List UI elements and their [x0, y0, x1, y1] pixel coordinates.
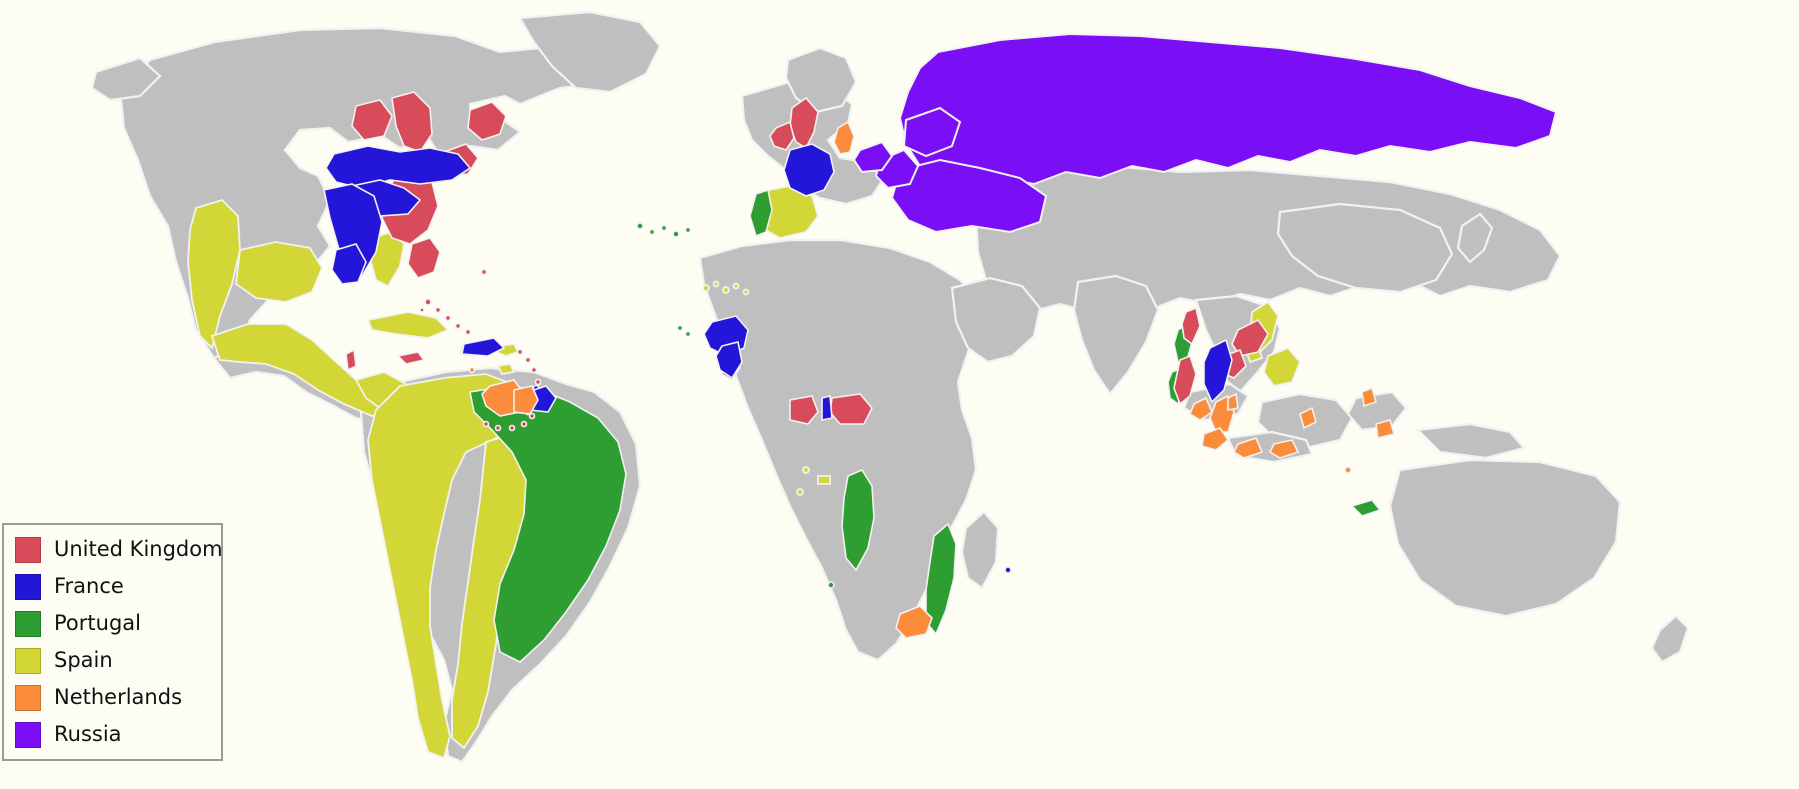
legend-swatch-spain	[15, 647, 41, 674]
legend-label-france: France	[54, 574, 124, 598]
legend-label-spain: Spain	[54, 648, 113, 672]
uk-rupertsland-coast	[391, 91, 433, 153]
legend-swatch-russia	[15, 721, 41, 748]
legend-label-portugal: Portugal	[54, 611, 141, 635]
spain-guinea-island	[796, 488, 804, 496]
portugal-timor	[1350, 499, 1382, 517]
netherlands-java-east	[1268, 439, 1300, 459]
netherlands-malacca	[1227, 392, 1239, 411]
france-territories	[323, 143, 1233, 574]
russia-territories	[852, 32, 1558, 234]
france-ouidah	[821, 394, 833, 421]
legend-item-russia[interactable]: Russia	[4, 716, 221, 753]
portugal-mainland	[749, 188, 773, 238]
europe-landmass	[740, 80, 886, 206]
new-guinea-landmass	[1415, 422, 1526, 460]
netherlands-celebes	[1361, 386, 1377, 408]
uk-belize	[345, 348, 357, 372]
greenland-landmass	[518, 10, 662, 94]
netherlands-moluccas	[1375, 419, 1395, 439]
legend-item-uk[interactable]: United Kingdom	[4, 531, 223, 568]
uk-malabar-coast	[1173, 354, 1197, 406]
portugal-sao-tome	[827, 581, 835, 589]
netherlands-berbice	[513, 385, 539, 415]
legend-swatch-portugal	[15, 610, 41, 637]
netherlands-sumatra-south	[1201, 427, 1230, 451]
france-new-france	[325, 145, 472, 189]
australia-landmass	[1388, 458, 1622, 618]
spain-texas-newmexico	[235, 241, 324, 303]
uk-hudson-bay-west	[351, 99, 393, 141]
legend-swatch-netherlands	[15, 684, 41, 711]
spain-california	[187, 198, 241, 350]
netherlands-banda	[1344, 466, 1352, 474]
legend-swatch-france	[15, 573, 41, 600]
uk-ireland	[769, 120, 795, 151]
france-pondicherry	[1203, 338, 1233, 404]
portugal-mozambique	[925, 522, 957, 636]
uk-bermuda	[480, 268, 488, 276]
alaska-landmass	[90, 56, 162, 102]
netherlands-curacao	[468, 366, 476, 374]
legend-item-france[interactable]: France	[4, 568, 221, 605]
spain-cuba	[366, 311, 450, 339]
france-senegal-south	[715, 341, 743, 380]
legend-box: United Kingdom France Portugal Spain Net…	[2, 523, 223, 761]
uk-carolinas	[407, 237, 441, 279]
netherlands-republic	[833, 120, 855, 155]
russia-kazakhstan	[890, 158, 1048, 234]
legend-label-russia: Russia	[54, 722, 122, 746]
spain-trinidad	[496, 363, 516, 375]
uk-bengal	[1231, 318, 1269, 357]
spain-philippines-mindanao	[1263, 346, 1302, 388]
portugal-brazil	[469, 385, 627, 663]
netherlands-borneo-post	[1299, 406, 1317, 430]
japan-landmass	[1456, 212, 1494, 264]
france-lower-louisiana	[331, 243, 367, 285]
france-saint-domingue	[461, 337, 506, 357]
spain-annobon	[802, 466, 810, 474]
portugal-azores	[636, 222, 692, 238]
legend-item-netherlands[interactable]: Netherlands	[4, 679, 221, 716]
portugal-cape-verde	[676, 324, 692, 338]
france-mauritius	[1004, 566, 1012, 574]
india-landmass	[1072, 274, 1160, 396]
arabia-landmass	[950, 276, 1042, 364]
legend-swatch-uk	[15, 536, 41, 563]
russia-baltic-west	[852, 140, 894, 174]
portugal-angola	[841, 468, 875, 572]
madagascar-landmass	[960, 510, 1000, 590]
portugal-territories	[469, 188, 1382, 663]
uk-gold-coast	[789, 395, 819, 425]
scandinavia-landmass	[784, 46, 858, 114]
legend-label-netherlands: Netherlands	[54, 685, 183, 709]
netherlands-sumatra-west	[1189, 396, 1213, 421]
uk-newfoundland	[467, 101, 507, 141]
france-metropolitan	[783, 143, 835, 197]
netherlands-cape-colony	[895, 605, 933, 639]
legend-label-uk: United Kingdom	[54, 537, 223, 561]
russia-northwest	[902, 106, 962, 158]
east-asia-landmass	[1276, 202, 1454, 294]
uk-bahamas	[419, 298, 472, 336]
uk-jamaica	[396, 351, 426, 365]
uk-bombay	[1181, 306, 1201, 346]
legend-item-spain[interactable]: Spain	[4, 642, 221, 679]
netherlands-java-west	[1232, 437, 1264, 459]
spain-fernando-po	[817, 475, 831, 485]
spain-canary-islands	[702, 280, 750, 296]
netherlands-territories	[468, 120, 1395, 639]
legend-item-portugal[interactable]: Portugal	[4, 605, 221, 642]
france-louisiana	[323, 183, 383, 277]
new-zealand-landmass	[1650, 614, 1690, 664]
